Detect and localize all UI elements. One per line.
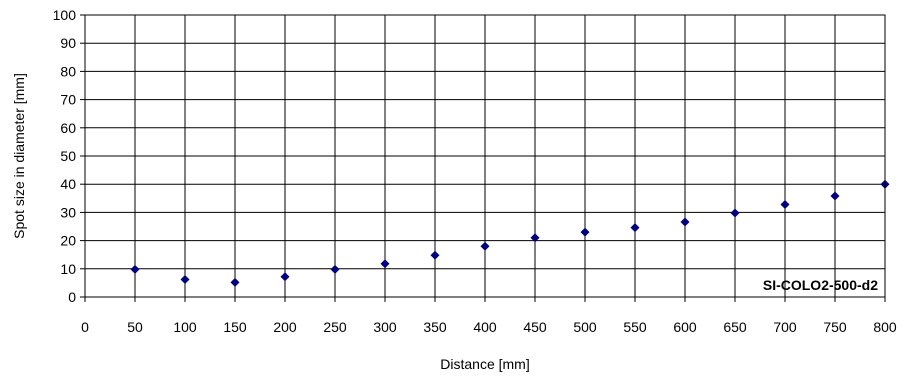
x-tick-label: 200 [273,319,297,335]
x-tick-label: 400 [473,319,497,335]
data-point [780,200,790,210]
x-tick-label: 450 [523,319,547,335]
data-point [430,250,440,260]
plot-border [84,14,886,298]
y-tick-label: 50 [60,148,76,164]
y-tick-label: 80 [60,63,76,79]
data-point [330,264,340,274]
data-point [530,233,540,243]
data-point [180,275,190,285]
x-tick-label: 50 [127,319,143,335]
x-tick-label: 150 [223,319,247,335]
y-tick-label: 70 [60,92,76,108]
y-tick-label: 20 [60,233,76,249]
x-tick-label: 750 [823,319,847,335]
y-tick-label: 40 [60,176,76,192]
x-tick-label: 350 [423,319,447,335]
x-tick-label: 650 [723,319,747,335]
y-tick-label: 30 [60,204,76,220]
x-axis-title: Distance [mm] [440,356,529,372]
y-tick-label: 90 [60,35,76,51]
data-point [580,227,590,237]
x-tick-label: 600 [673,319,697,335]
data-point [730,208,740,218]
data-point [380,259,390,269]
y-tick-label: 60 [60,120,76,136]
data-point [630,223,640,233]
x-tick-label: 800 [873,319,897,335]
x-tick-label: 250 [323,319,347,335]
x-axis-ticks: 0 50 100 150 200 250 300 350 400 450 500 550 600 650 7… [81,297,897,335]
x-tick-label: 300 [373,319,397,335]
data-point [280,272,290,282]
chart-annotation: SI-COLO2-500-d2 [763,277,878,293]
x-tick-label: 0 [81,319,89,335]
y-tick-label: 0 [68,289,76,305]
data-point [230,277,240,287]
x-tick-label: 550 [623,319,647,335]
data-point [130,264,140,274]
data-point [680,217,690,227]
x-tick-label: 700 [773,319,797,335]
data-point [830,191,840,201]
data-point [480,241,490,251]
x-tick-label: 100 [173,319,197,335]
y-axis-title: Spot size in diameter [mm] [11,73,27,239]
y-tick-label: 10 [60,261,76,277]
y-axis-ticks: 0 10 20 30 40 50 60 70 80 90 100 [53,7,85,305]
y-tick-label: 100 [53,7,77,23]
x-tick-label: 500 [573,319,597,335]
